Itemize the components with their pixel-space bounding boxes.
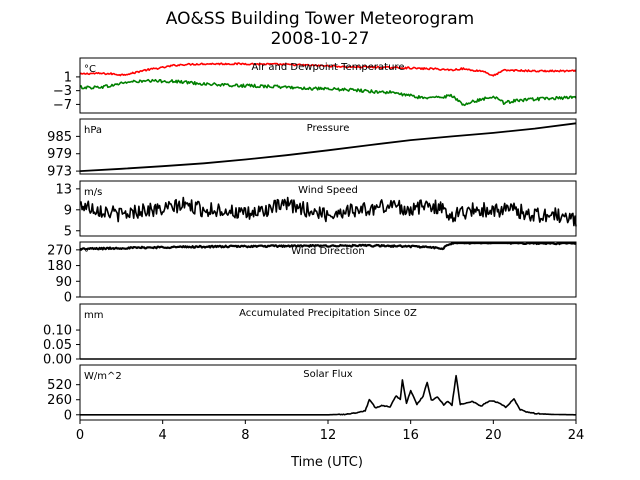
y-tick-label: 1: [64, 70, 72, 85]
y-tick-label: 979: [47, 147, 72, 162]
unit-label: W/m^2: [84, 371, 122, 382]
y-tick-label: 5: [64, 224, 72, 239]
panel-title: Accumulated Precipitation Since 0Z: [239, 308, 417, 319]
x-tick-label: 16: [402, 428, 419, 443]
y-tick-label: 0: [64, 408, 72, 423]
y-tick-label: 180: [47, 259, 72, 274]
unit-label: °: [84, 248, 89, 259]
y-tick-label: 260: [47, 393, 72, 408]
series-line-1-1: [79, 62, 577, 77]
y-tick-label: 0.00: [43, 353, 72, 368]
x-tick-label: 12: [320, 428, 337, 443]
y-tick-label: 9: [64, 203, 72, 218]
panel-frame: [79, 180, 577, 237]
y-tick-label: 520: [47, 378, 72, 393]
figure-date: 2008-10-27: [271, 29, 370, 49]
panel-2: 985 979 973 hPa Pressure: [47, 118, 577, 180]
series-line-6-1: [80, 374, 576, 416]
y-tick-label: 985: [47, 130, 72, 145]
panel-3: 13 9 5 m/s Wind Speed: [55, 180, 577, 239]
y-tick-label: 0: [64, 291, 72, 306]
panel-frame: [79, 241, 577, 298]
x-tick-label: 0: [76, 428, 84, 443]
panels-group: 1−3−7 °C Air and Dewpoint Temperature 985 97…: [43, 57, 577, 424]
y-tick-label: −7: [53, 98, 72, 113]
panel-frame: [79, 303, 577, 360]
panel-title: Solar Flux: [303, 369, 353, 380]
y-tick-label: 0.10: [43, 324, 72, 339]
y-tick-label: 90: [55, 275, 72, 290]
x-tick-label: 8: [241, 428, 249, 443]
y-tick-label: −3: [53, 84, 72, 99]
x-tick-label: 4: [159, 428, 167, 443]
panel-1: 1−3−7 °C Air and Dewpoint Temperature: [53, 57, 577, 114]
y-tick-label: 270: [47, 243, 72, 258]
x-tick-label: 20: [485, 428, 502, 443]
panel-frame: [79, 118, 577, 175]
panel-title: Wind Direction: [291, 246, 365, 257]
x-axis: 0 4 8 12 16 20 24: [76, 428, 584, 443]
panel-5: 0.100.050.00 mm Accumulated Precipitation …: [43, 303, 577, 368]
series-line-4-1: [79, 241, 577, 251]
x-axis-label: Time (UTC): [290, 455, 363, 470]
panel-title: Pressure: [307, 123, 350, 134]
panel-title: Air and Dewpoint Temperature: [252, 62, 405, 73]
figure-title: AO&SS Building Tower Meteorogram: [166, 9, 474, 29]
unit-label: °C: [84, 64, 96, 75]
panel-frame: [79, 57, 577, 114]
unit-label: mm: [84, 310, 103, 321]
y-tick-label: 13: [55, 182, 72, 197]
unit-label: hPa: [84, 125, 102, 136]
series-line-3-1: [79, 196, 577, 227]
series-line-1-2: [79, 78, 577, 107]
unit-label: m/s: [84, 187, 102, 198]
series-line-2-1: [79, 122, 577, 172]
y-tick-label: 973: [47, 165, 72, 180]
y-tick-label: 0.05: [43, 338, 72, 353]
x-tick-label: 24: [568, 428, 585, 443]
panel-title: Wind Speed: [298, 185, 358, 196]
